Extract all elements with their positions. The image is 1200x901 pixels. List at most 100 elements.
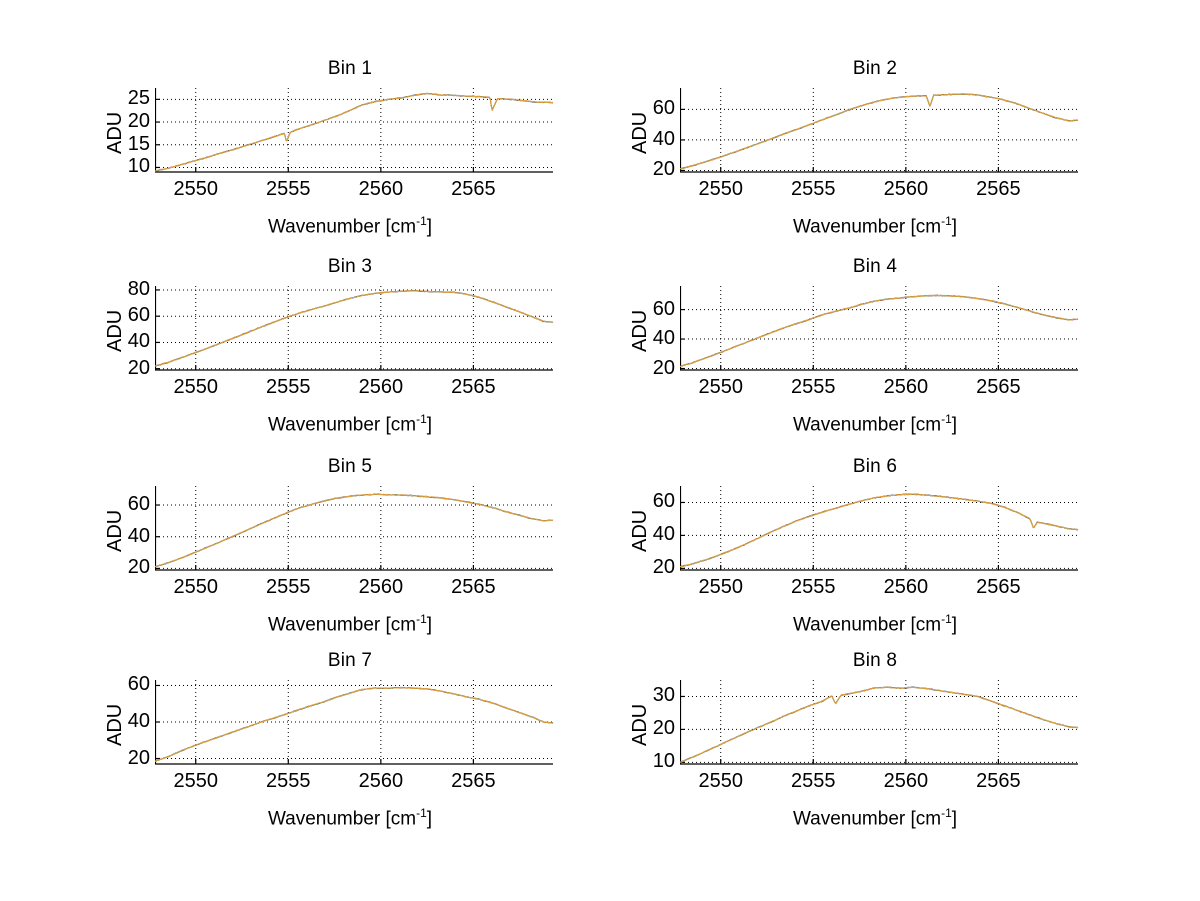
y-tick-label: 60 bbox=[127, 493, 150, 516]
x-tick-label: 2565 bbox=[976, 376, 1021, 398]
data-series-1 bbox=[155, 687, 554, 762]
y-axis-label: ADU bbox=[629, 309, 651, 352]
y-tick-label: 10 bbox=[127, 155, 150, 178]
gridlines bbox=[155, 486, 553, 570]
gridlines bbox=[155, 680, 553, 764]
x-axis-label-text: Wavenumber [cm bbox=[267, 216, 417, 238]
y-tick-label: 20 bbox=[652, 356, 675, 379]
x-tick-label: 2560 bbox=[358, 178, 404, 200]
data-series-3 bbox=[155, 290, 554, 367]
data-series-3 bbox=[680, 294, 1079, 367]
y-tick-label: 40 bbox=[127, 524, 150, 547]
x-axis-label-bracket: ] bbox=[951, 614, 958, 636]
data-series-4 bbox=[155, 493, 554, 568]
x-axis-label-exponent: -1 bbox=[416, 806, 427, 820]
data-series-3 bbox=[680, 686, 1079, 763]
y-tick-label: 20 bbox=[652, 717, 675, 740]
data-series-2 bbox=[680, 686, 1079, 763]
y-axis-label: ADU bbox=[629, 509, 651, 552]
data-series-2 bbox=[680, 294, 1079, 367]
data-series-4 bbox=[680, 493, 1079, 568]
data-series-3 bbox=[155, 92, 554, 172]
subplot-title: Bin 8 bbox=[852, 650, 898, 671]
y-tick-label: 25 bbox=[127, 87, 150, 110]
tick-marks bbox=[155, 504, 474, 570]
x-tick-label: 2560 bbox=[358, 576, 404, 598]
axis-spines bbox=[680, 680, 1078, 765]
data-series-2 bbox=[680, 493, 1079, 568]
x-axis-label-exponent: -1 bbox=[416, 412, 427, 426]
data-series-1 bbox=[680, 294, 1079, 367]
x-tick-label: 2560 bbox=[358, 770, 404, 792]
x-tick-label: 2560 bbox=[883, 770, 929, 792]
data-series-3 bbox=[155, 493, 554, 568]
plot-area bbox=[680, 286, 1079, 371]
y-axis-label: ADU bbox=[104, 703, 126, 746]
y-tick-label: 60 bbox=[652, 297, 675, 320]
x-tick-label: 2555 bbox=[266, 770, 311, 792]
y-tick-label: 40 bbox=[127, 710, 150, 732]
plot-area bbox=[680, 486, 1079, 571]
x-axis-label: Wavenumber [cm-1] bbox=[90, 806, 610, 830]
gridlines bbox=[155, 88, 553, 172]
x-axis-label: Wavenumber [cm-1] bbox=[615, 412, 1135, 436]
x-axis-label-bracket: ] bbox=[951, 414, 958, 436]
x-tick-label: 2565 bbox=[451, 178, 496, 200]
axes bbox=[680, 680, 1080, 766]
x-axis-label-text: Wavenumber [cm bbox=[267, 808, 417, 830]
x-tick-label: 2560 bbox=[883, 178, 929, 200]
tick-marks bbox=[155, 98, 474, 172]
plot-area bbox=[680, 88, 1079, 173]
x-tick-label: 2560 bbox=[883, 576, 929, 598]
tick-marks bbox=[680, 501, 999, 570]
data-series-4 bbox=[155, 290, 554, 367]
y-tick-label: 20 bbox=[652, 556, 675, 579]
x-tick-label: 2550 bbox=[698, 178, 743, 200]
x-tick-label: 2555 bbox=[791, 770, 836, 792]
x-axis-label: Wavenumber [cm-1] bbox=[615, 806, 1135, 830]
data-series-4 bbox=[680, 294, 1079, 368]
y-tick-label: 40 bbox=[652, 127, 675, 150]
data-series-2 bbox=[155, 290, 554, 367]
x-axis-label-exponent: -1 bbox=[416, 612, 427, 626]
plot-area bbox=[155, 286, 554, 371]
y-tick-label: 40 bbox=[652, 327, 675, 350]
x-axis-label-text: Wavenumber [cm bbox=[267, 414, 417, 436]
data-series-4 bbox=[155, 686, 554, 762]
y-tick-label: 10 bbox=[652, 750, 675, 773]
axes bbox=[155, 286, 555, 372]
gridlines bbox=[680, 88, 1078, 172]
x-tick-label: 2550 bbox=[698, 576, 743, 598]
x-axis-label: Wavenumber [cm-1] bbox=[90, 412, 610, 436]
x-tick-label: 2550 bbox=[173, 178, 218, 200]
subplot-title: Bin 2 bbox=[852, 58, 898, 79]
tick-marks bbox=[155, 684, 474, 764]
y-tick-label: 20 bbox=[652, 158, 675, 181]
y-tick-label: 60 bbox=[127, 304, 150, 327]
data-series-1 bbox=[155, 493, 554, 568]
y-tick-label: 20 bbox=[127, 746, 150, 769]
x-axis-label-bracket: ] bbox=[951, 808, 958, 830]
x-axis-label-text: Wavenumber [cm bbox=[792, 216, 942, 238]
x-tick-label: 2550 bbox=[173, 770, 218, 792]
data-series-2 bbox=[680, 93, 1079, 170]
x-axis-label-text: Wavenumber [cm bbox=[792, 414, 942, 436]
x-axis-label-exponent: -1 bbox=[941, 412, 952, 426]
subplot-title: Bin 1 bbox=[327, 58, 373, 79]
data-series-3 bbox=[680, 493, 1079, 568]
x-tick-label: 2550 bbox=[173, 376, 218, 398]
data-series-1 bbox=[680, 493, 1079, 568]
x-tick-label: 2560 bbox=[883, 376, 929, 398]
y-axis-label: ADU bbox=[104, 111, 126, 154]
axes bbox=[680, 486, 1080, 572]
data-series-1 bbox=[155, 289, 554, 367]
plot-area bbox=[155, 486, 554, 571]
x-axis-label-text: Wavenumber [cm bbox=[267, 614, 417, 636]
y-tick-label: 80 bbox=[127, 277, 150, 300]
data-series-2 bbox=[155, 93, 554, 172]
y-tick-label: 30 bbox=[652, 684, 675, 707]
axes bbox=[155, 486, 555, 572]
